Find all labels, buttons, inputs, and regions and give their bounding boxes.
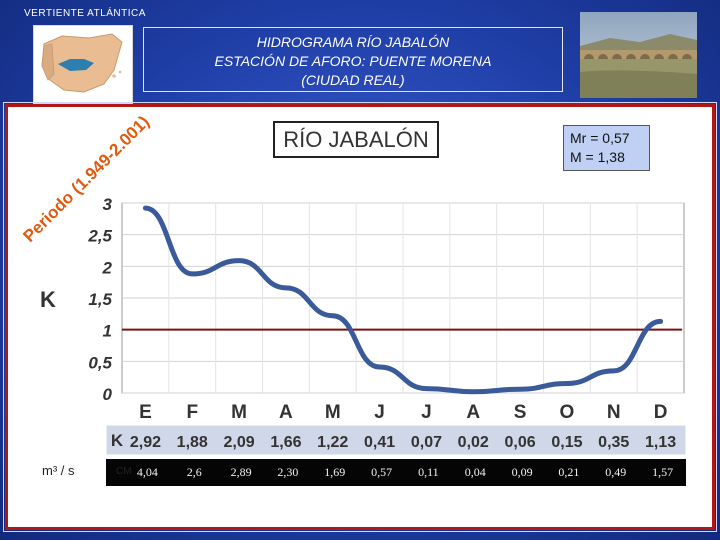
table-background [105,424,687,456]
title-line-2: ESTACIÓN DE AFORO: PUENTE MORENA [214,53,492,69]
x-tick-label-0: E [139,402,152,423]
cm-value-2: 2,89 [231,465,252,479]
cm-value-9: 0,21 [558,465,579,479]
grid [121,202,685,394]
y-tick-label-2: 1 [103,322,112,341]
k-value-8: 0,06 [505,434,536,451]
mean-values-box: Mr = 0,57 M = 1,38 [563,125,650,171]
k-value-table: K 2,92 1,88 2,09 1,66 1,22 0,41 0,07 0,02 0,06 0,1… [105,424,687,456]
y-tick-label-4: 2 [102,258,113,277]
slope-label: VERTIENTE ATLÁNTICA [24,8,146,19]
k-value-0: 2,92 [130,434,161,451]
m-value: M = 1,38 [570,149,625,165]
k-value-7: 0,02 [458,434,489,451]
title-line-1: HIDROGRAMA RÍO JABALÓN [256,34,450,50]
river-name-label: RÍO JABALÓN [273,121,439,158]
y-tick-label-1: 0,5 [88,353,112,372]
x-tick-label-10: N [607,402,621,423]
table-k-label: K [111,431,124,450]
series-line-k [142,205,664,395]
k-value-3: 1,66 [270,434,301,451]
cm-value-11: 1,57 [652,465,673,479]
x-tick-label-6: J [421,402,432,423]
k-value-5: 0,41 [364,434,395,451]
x-tick-label-1: F [186,402,198,423]
x-tick-label-2: M [231,402,247,423]
x-tick-label-3: A [279,402,293,423]
k-value-4: 1,22 [317,434,348,451]
units-label: m³ / s [42,463,75,478]
x-tick-label-7: A [466,402,480,423]
spain-location-map [33,25,133,104]
cm-value-5: 0,57 [371,465,392,479]
cm-value-0: 4,04 [137,465,158,479]
cm-value-8: 0,09 [512,465,533,479]
x-tick-label-11: D [654,402,668,423]
y-tick-label-6: 3 [103,195,113,214]
k-value-1: 1,88 [177,434,208,451]
cm-value-10: 0,49 [605,465,626,479]
y-tick-label-0: 0 [103,385,113,404]
x-tick-label-9: O [560,402,575,423]
cm-row-background [106,459,686,486]
cm-value-1: 2,6 [187,465,202,479]
y-tick-label-5: 2,5 [87,227,112,246]
x-tick-label-4: M [325,402,341,423]
k-value-9: 0,15 [551,434,582,451]
cm-value-3: 2,30 [277,465,298,479]
bridge-photo [580,12,697,98]
title-box: HIDROGRAMA RÍO JABALÓN ESTACIÓN DE AFORO… [143,27,563,92]
y-tick-label-3: 1,5 [88,290,112,309]
x-tick-label-5: J [374,402,385,423]
y-axis-label: K [40,287,56,312]
title-line-3: (CIUDAD REAL) [301,72,405,88]
mr-value: Mr = 0,57 [570,130,630,146]
cm-value-7: 0,04 [465,465,486,479]
cm-value-row: 4,04 2,6 2,89 2,30 1,69 0,57 0,11 0,04 0,09 0,21 0… [106,459,686,486]
period-label: Periodo (1.949-2.001) [19,112,153,246]
k-value-10: 0,35 [598,434,629,451]
k-value-2: 2,09 [224,434,255,451]
y-axis-ticks: 0 0,5 1 1,5 2 2,5 3 [87,195,112,404]
x-tick-label-8: S [514,402,527,423]
cm-value-6: 0,11 [418,465,439,479]
k-value-11: 1,13 [645,434,676,451]
cm-label: CM [116,466,132,477]
cm-value-4: 1,69 [324,465,345,479]
k-value-6: 0,07 [411,434,442,451]
